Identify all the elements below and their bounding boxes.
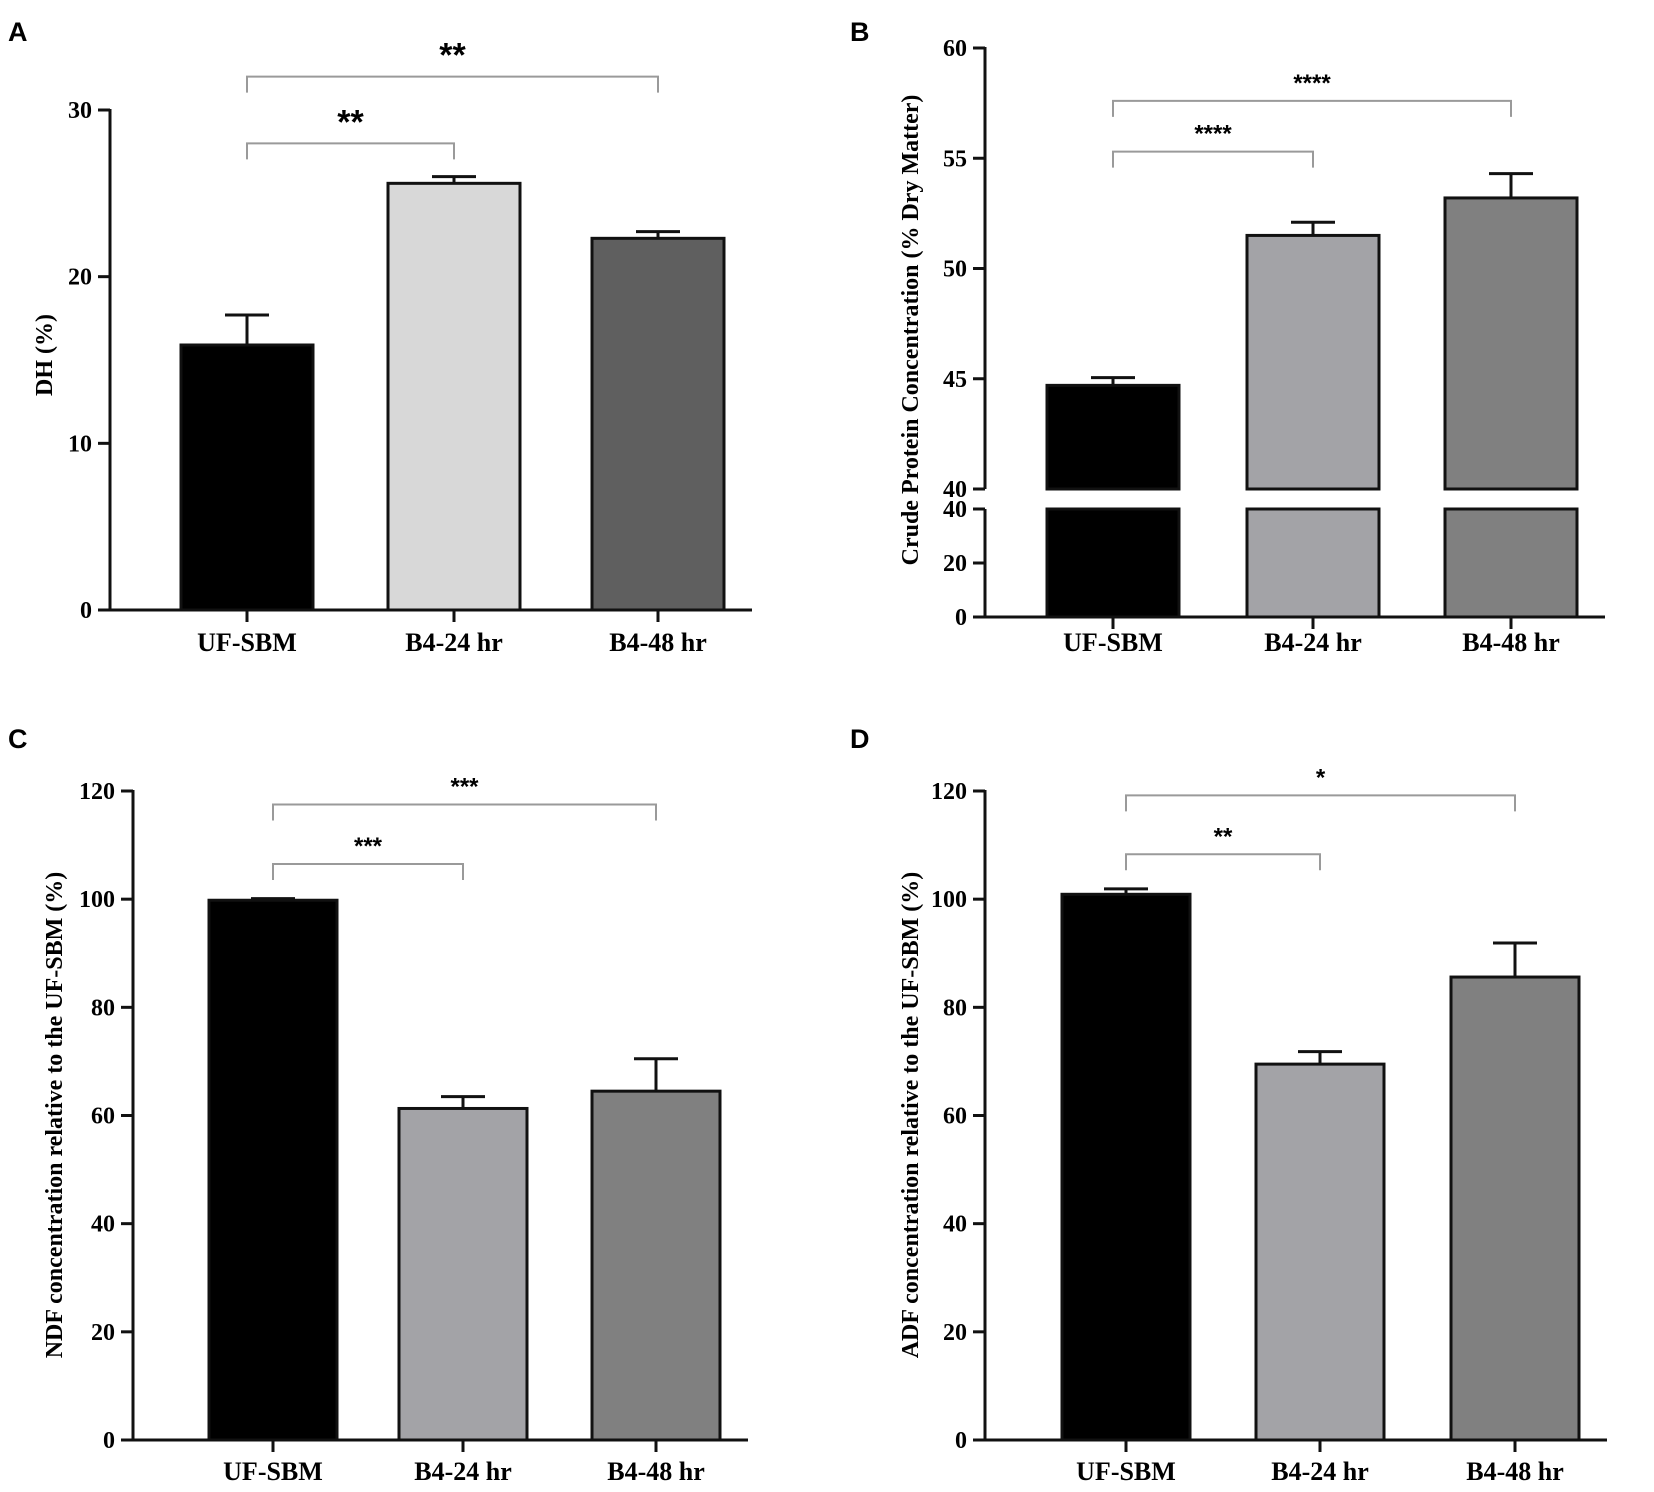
significance-label-1: *** bbox=[450, 774, 479, 801]
y-tick-label-upper-0: 40 bbox=[943, 477, 967, 503]
category-label-2: B4-48 hr bbox=[1462, 628, 1560, 657]
y-tick-label-0: 0 bbox=[103, 1428, 115, 1454]
y-tick-label-1: 20 bbox=[943, 1320, 967, 1346]
significance-label-0: *** bbox=[354, 833, 383, 860]
panel-a: A ** ** 0 10 20 30 UF-SBM B4-24 hr B4-48 hr DH (%) bbox=[8, 17, 752, 657]
bar-lower-segment-1 bbox=[1245, 507, 1381, 619]
panel-letter: D bbox=[850, 724, 870, 754]
y-tick-label-3: 60 bbox=[91, 1104, 115, 1130]
panel-b: B **** **** 40 45 50 55 60 0 20 40 UF-SBM B4-24 hr B4… bbox=[850, 17, 1605, 657]
bar-2 bbox=[590, 236, 726, 612]
category-label-0: UF-SBM bbox=[1063, 628, 1163, 657]
bar-2 bbox=[1443, 196, 1579, 491]
category-label-0: UF-SBM bbox=[197, 628, 297, 657]
panel-letter: A bbox=[8, 17, 28, 47]
bar-1 bbox=[1254, 1062, 1386, 1442]
category-label-2: B4-48 hr bbox=[1466, 1457, 1564, 1486]
bar-0 bbox=[207, 898, 339, 1442]
y-tick-label-lower-1: 20 bbox=[943, 551, 967, 577]
significance-bracket-1 bbox=[1125, 794, 1516, 812]
y-tick-label-0: 0 bbox=[80, 598, 92, 624]
significance-label-1: * bbox=[1316, 764, 1326, 791]
y-tick-label-2: 40 bbox=[943, 1212, 967, 1238]
y-tick-label-1: 20 bbox=[91, 1320, 115, 1346]
panel-letter: C bbox=[8, 724, 28, 754]
bar-0 bbox=[1045, 383, 1181, 491]
category-label-0: UF-SBM bbox=[223, 1457, 323, 1486]
significance-bracket-0 bbox=[246, 142, 455, 160]
significance-label-0: ** bbox=[337, 103, 364, 141]
y-tick-label-2: 20 bbox=[68, 265, 92, 291]
category-label-1: B4-24 hr bbox=[1264, 628, 1362, 657]
y-tick-label-4: 80 bbox=[943, 995, 967, 1021]
panel-letter: B bbox=[850, 17, 870, 47]
significance-bracket-0 bbox=[272, 863, 464, 881]
bar-2 bbox=[1449, 975, 1581, 1442]
bar-1 bbox=[1245, 233, 1381, 491]
bar-2 bbox=[590, 1089, 722, 1442]
significance-bracket-1 bbox=[1112, 99, 1512, 117]
y-tick-label-6: 120 bbox=[931, 779, 967, 805]
significance-bracket-0 bbox=[1112, 150, 1314, 168]
y-axis-title: DH (%) bbox=[32, 314, 58, 396]
y-axis-title: Crude Protein Concentration (% Dry Matte… bbox=[898, 95, 924, 566]
category-label-1: B4-24 hr bbox=[1271, 1457, 1369, 1486]
significance-label-1: **** bbox=[1293, 70, 1331, 97]
y-tick-label-1: 10 bbox=[68, 431, 92, 457]
category-label-2: B4-48 hr bbox=[607, 1457, 705, 1486]
y-tick-label-0: 0 bbox=[955, 1428, 967, 1454]
category-label-0: UF-SBM bbox=[1076, 1457, 1176, 1486]
y-tick-label-6: 120 bbox=[79, 779, 115, 805]
y-tick-label-upper-2: 50 bbox=[943, 257, 967, 283]
y-tick-label-5: 100 bbox=[931, 887, 967, 913]
axis-break-gap bbox=[965, 491, 1525, 507]
bar-0 bbox=[179, 343, 315, 612]
bar-lower-segment-0 bbox=[1045, 507, 1181, 619]
y-axis-title: NDF concentration relative to the UF-SBM… bbox=[42, 872, 68, 1359]
y-tick-label-upper-3: 55 bbox=[943, 146, 967, 172]
significance-label-1: ** bbox=[439, 37, 466, 75]
significance-bracket-1 bbox=[246, 75, 659, 93]
y-tick-label-2: 40 bbox=[91, 1212, 115, 1238]
y-tick-label-lower-2: 40 bbox=[943, 497, 967, 523]
bar-1 bbox=[397, 1106, 529, 1442]
y-tick-label-3: 30 bbox=[68, 98, 92, 124]
y-tick-label-lower-0: 0 bbox=[955, 605, 967, 631]
bar-lower-segment-2 bbox=[1443, 507, 1579, 619]
significance-bracket-0 bbox=[1125, 853, 1321, 871]
significance-label-0: ** bbox=[1214, 823, 1233, 850]
bar-1 bbox=[386, 181, 522, 612]
significance-label-0: **** bbox=[1194, 121, 1232, 148]
significance-bracket-1 bbox=[272, 803, 657, 821]
bar-0 bbox=[1060, 892, 1192, 1442]
category-label-1: B4-24 hr bbox=[414, 1457, 512, 1486]
category-label-2: B4-48 hr bbox=[609, 628, 707, 657]
category-label-1: B4-24 hr bbox=[405, 628, 503, 657]
y-tick-label-5: 100 bbox=[79, 887, 115, 913]
y-tick-label-upper-4: 60 bbox=[943, 36, 967, 62]
y-axis-title: ADF concentration relative to the UF-SBM… bbox=[898, 872, 924, 1359]
panel-c: C *** *** 0 20 40 60 80 100 120 UF-SBM B4-24 hr B4-4… bbox=[8, 724, 748, 1486]
y-tick-label-upper-1: 45 bbox=[943, 367, 967, 393]
y-tick-label-3: 60 bbox=[943, 1104, 967, 1130]
y-tick-label-4: 80 bbox=[91, 995, 115, 1021]
